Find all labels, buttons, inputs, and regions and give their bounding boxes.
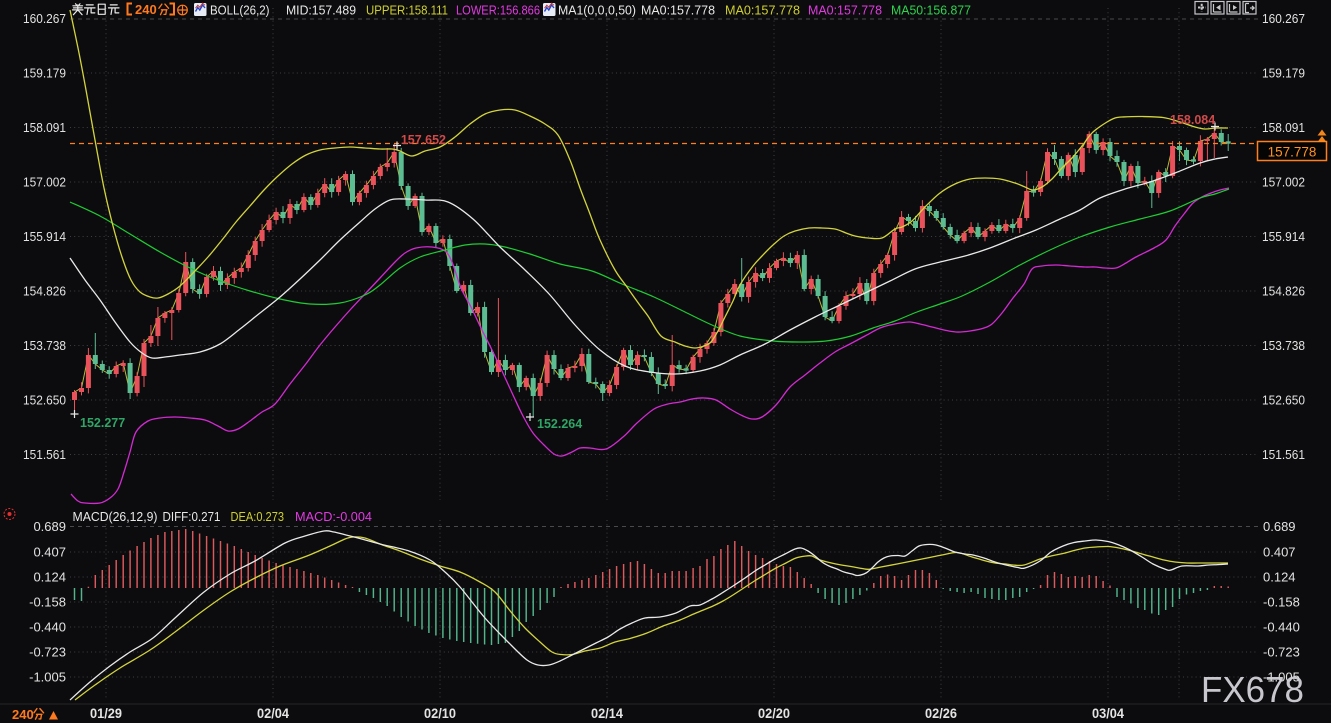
svg-text:157.002: 157.002 [23, 175, 66, 190]
svg-text:155.914: 155.914 [1262, 229, 1305, 244]
svg-text:01/29: 01/29 [90, 706, 122, 721]
svg-text:02/14: 02/14 [591, 706, 623, 721]
svg-text:MID:157.489: MID:157.489 [286, 3, 356, 18]
svg-text:LOWER:156.866: LOWER:156.866 [456, 3, 540, 18]
svg-text:0.124: 0.124 [1263, 570, 1296, 585]
svg-text:-0.440: -0.440 [29, 620, 66, 635]
svg-text:-0.723: -0.723 [29, 645, 66, 660]
svg-text:152.264: 152.264 [537, 417, 582, 431]
svg-text:153.738: 153.738 [23, 338, 66, 353]
svg-text:154.826: 154.826 [1262, 284, 1305, 299]
svg-text:MA0:157.778: MA0:157.778 [808, 3, 882, 18]
svg-text:153.738: 153.738 [1262, 338, 1305, 353]
svg-text:DEA:0.273: DEA:0.273 [231, 509, 285, 524]
svg-text:240: 240 [12, 707, 34, 722]
svg-text:02/10: 02/10 [424, 706, 456, 721]
svg-text:158.091: 158.091 [1262, 120, 1305, 135]
svg-text:152.650: 152.650 [1262, 393, 1305, 408]
svg-text:-1.005: -1.005 [29, 670, 66, 685]
svg-text:157.652: 157.652 [401, 133, 446, 147]
svg-text:151.561: 151.561 [23, 447, 66, 462]
svg-text:-0.158: -0.158 [29, 595, 66, 610]
svg-text:-0.440: -0.440 [1263, 620, 1300, 635]
svg-text:MA0:157.778: MA0:157.778 [641, 3, 715, 18]
svg-text:MA0:157.778: MA0:157.778 [725, 3, 800, 18]
svg-text:-1.005: -1.005 [1263, 670, 1300, 685]
svg-text:MA50:156.877: MA50:156.877 [891, 3, 971, 18]
svg-text:159.179: 159.179 [1262, 66, 1305, 81]
svg-text:03/04: 03/04 [1092, 706, 1124, 721]
svg-text:MACD:-0.004: MACD:-0.004 [295, 509, 372, 524]
svg-text:0.124: 0.124 [33, 570, 66, 585]
svg-text:MA1(0,0,0,50): MA1(0,0,0,50) [558, 3, 636, 18]
svg-text:160.267: 160.267 [23, 11, 66, 26]
svg-text:0.689: 0.689 [33, 519, 66, 534]
svg-text:154.826: 154.826 [23, 284, 66, 299]
svg-text:152.650: 152.650 [23, 393, 66, 408]
svg-text:151.561: 151.561 [1262, 447, 1305, 462]
svg-text:0.407: 0.407 [1263, 545, 1296, 560]
svg-text:0.407: 0.407 [33, 545, 66, 560]
svg-text:160.267: 160.267 [1262, 11, 1305, 26]
svg-text:157.778: 157.778 [1268, 145, 1317, 160]
svg-text:FX678: FX678 [1201, 669, 1304, 710]
svg-text:-0.158: -0.158 [1263, 595, 1300, 610]
svg-text:159.179: 159.179 [23, 66, 66, 81]
svg-text:158.084: 158.084 [1170, 113, 1215, 127]
svg-text:158.091: 158.091 [23, 120, 66, 135]
svg-text:02/26: 02/26 [925, 706, 957, 721]
svg-text:BOLL(26,2): BOLL(26,2) [210, 3, 270, 18]
svg-text:0.689: 0.689 [1263, 519, 1296, 534]
svg-text:MACD(26,12,9): MACD(26,12,9) [73, 509, 158, 524]
svg-text:157.002: 157.002 [1262, 175, 1305, 190]
svg-text:-0.723: -0.723 [1263, 645, 1300, 660]
svg-text:02/20: 02/20 [758, 706, 790, 721]
svg-text:240: 240 [135, 2, 157, 17]
svg-text:DIFF:0.271: DIFF:0.271 [163, 509, 221, 524]
svg-text:152.277: 152.277 [80, 416, 125, 430]
svg-text:155.914: 155.914 [23, 229, 66, 244]
svg-text:02/04: 02/04 [257, 706, 289, 721]
svg-text:UPPER:158.111: UPPER:158.111 [366, 3, 448, 18]
